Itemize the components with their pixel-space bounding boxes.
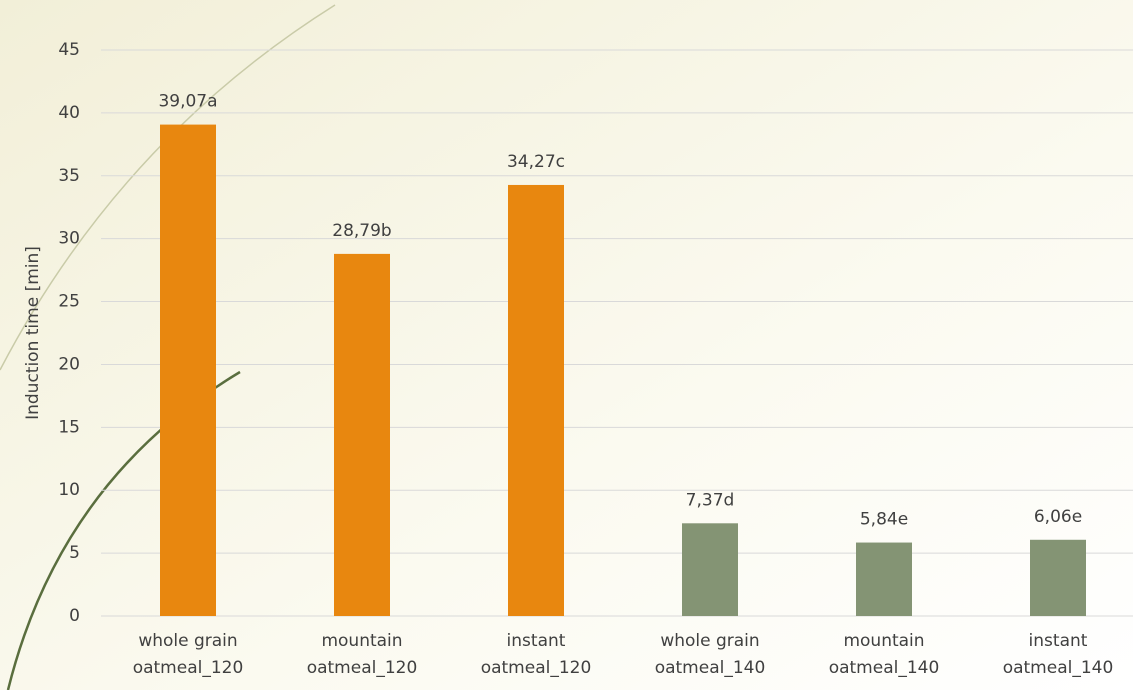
x-tick-label: oatmeal_140 [1003,658,1114,678]
value-label: 7,37d [686,490,735,510]
value-label: 28,79b [332,221,391,241]
x-tick-label: whole grain [138,631,237,651]
value-label: 6,06e [1034,507,1082,527]
bar [508,184,564,617]
x-tick-label: oatmeal_140 [829,658,940,678]
x-tick-label: oatmeal_140 [655,658,766,678]
y-tick-label: 30 [58,229,80,249]
value-label: 39,07a [158,92,217,112]
y-tick-label: 45 [58,40,80,60]
y-tick-label: 10 [58,480,80,500]
y-tick-label: 5 [69,543,80,563]
bar [160,124,216,617]
bar [682,523,738,616]
bar [1030,539,1086,616]
value-label: 5,84e [860,510,908,530]
x-tick-label: instant [1029,631,1088,651]
bar [856,542,912,616]
x-tick-label: instant [507,631,566,651]
x-tick-label: oatmeal_120 [481,658,592,678]
bar [334,253,390,616]
y-tick-label: 20 [58,354,80,374]
x-tick-label: mountain [843,631,924,651]
x-tick-label: whole grain [660,631,759,651]
y-tick-label: 40 [58,103,80,123]
value-label: 34,27c [507,152,565,172]
x-tick-label: oatmeal_120 [133,658,244,678]
decor-curve [0,4,336,371]
y-axis-title: Induction time [min] [23,246,43,420]
x-tick-label: oatmeal_120 [307,658,418,678]
y-tick-label: 0 [69,606,80,626]
x-tick-label: mountain [321,631,402,651]
y-tick-label: 35 [58,166,80,186]
y-tick-label: 25 [58,292,80,312]
y-tick-label: 15 [58,417,80,437]
